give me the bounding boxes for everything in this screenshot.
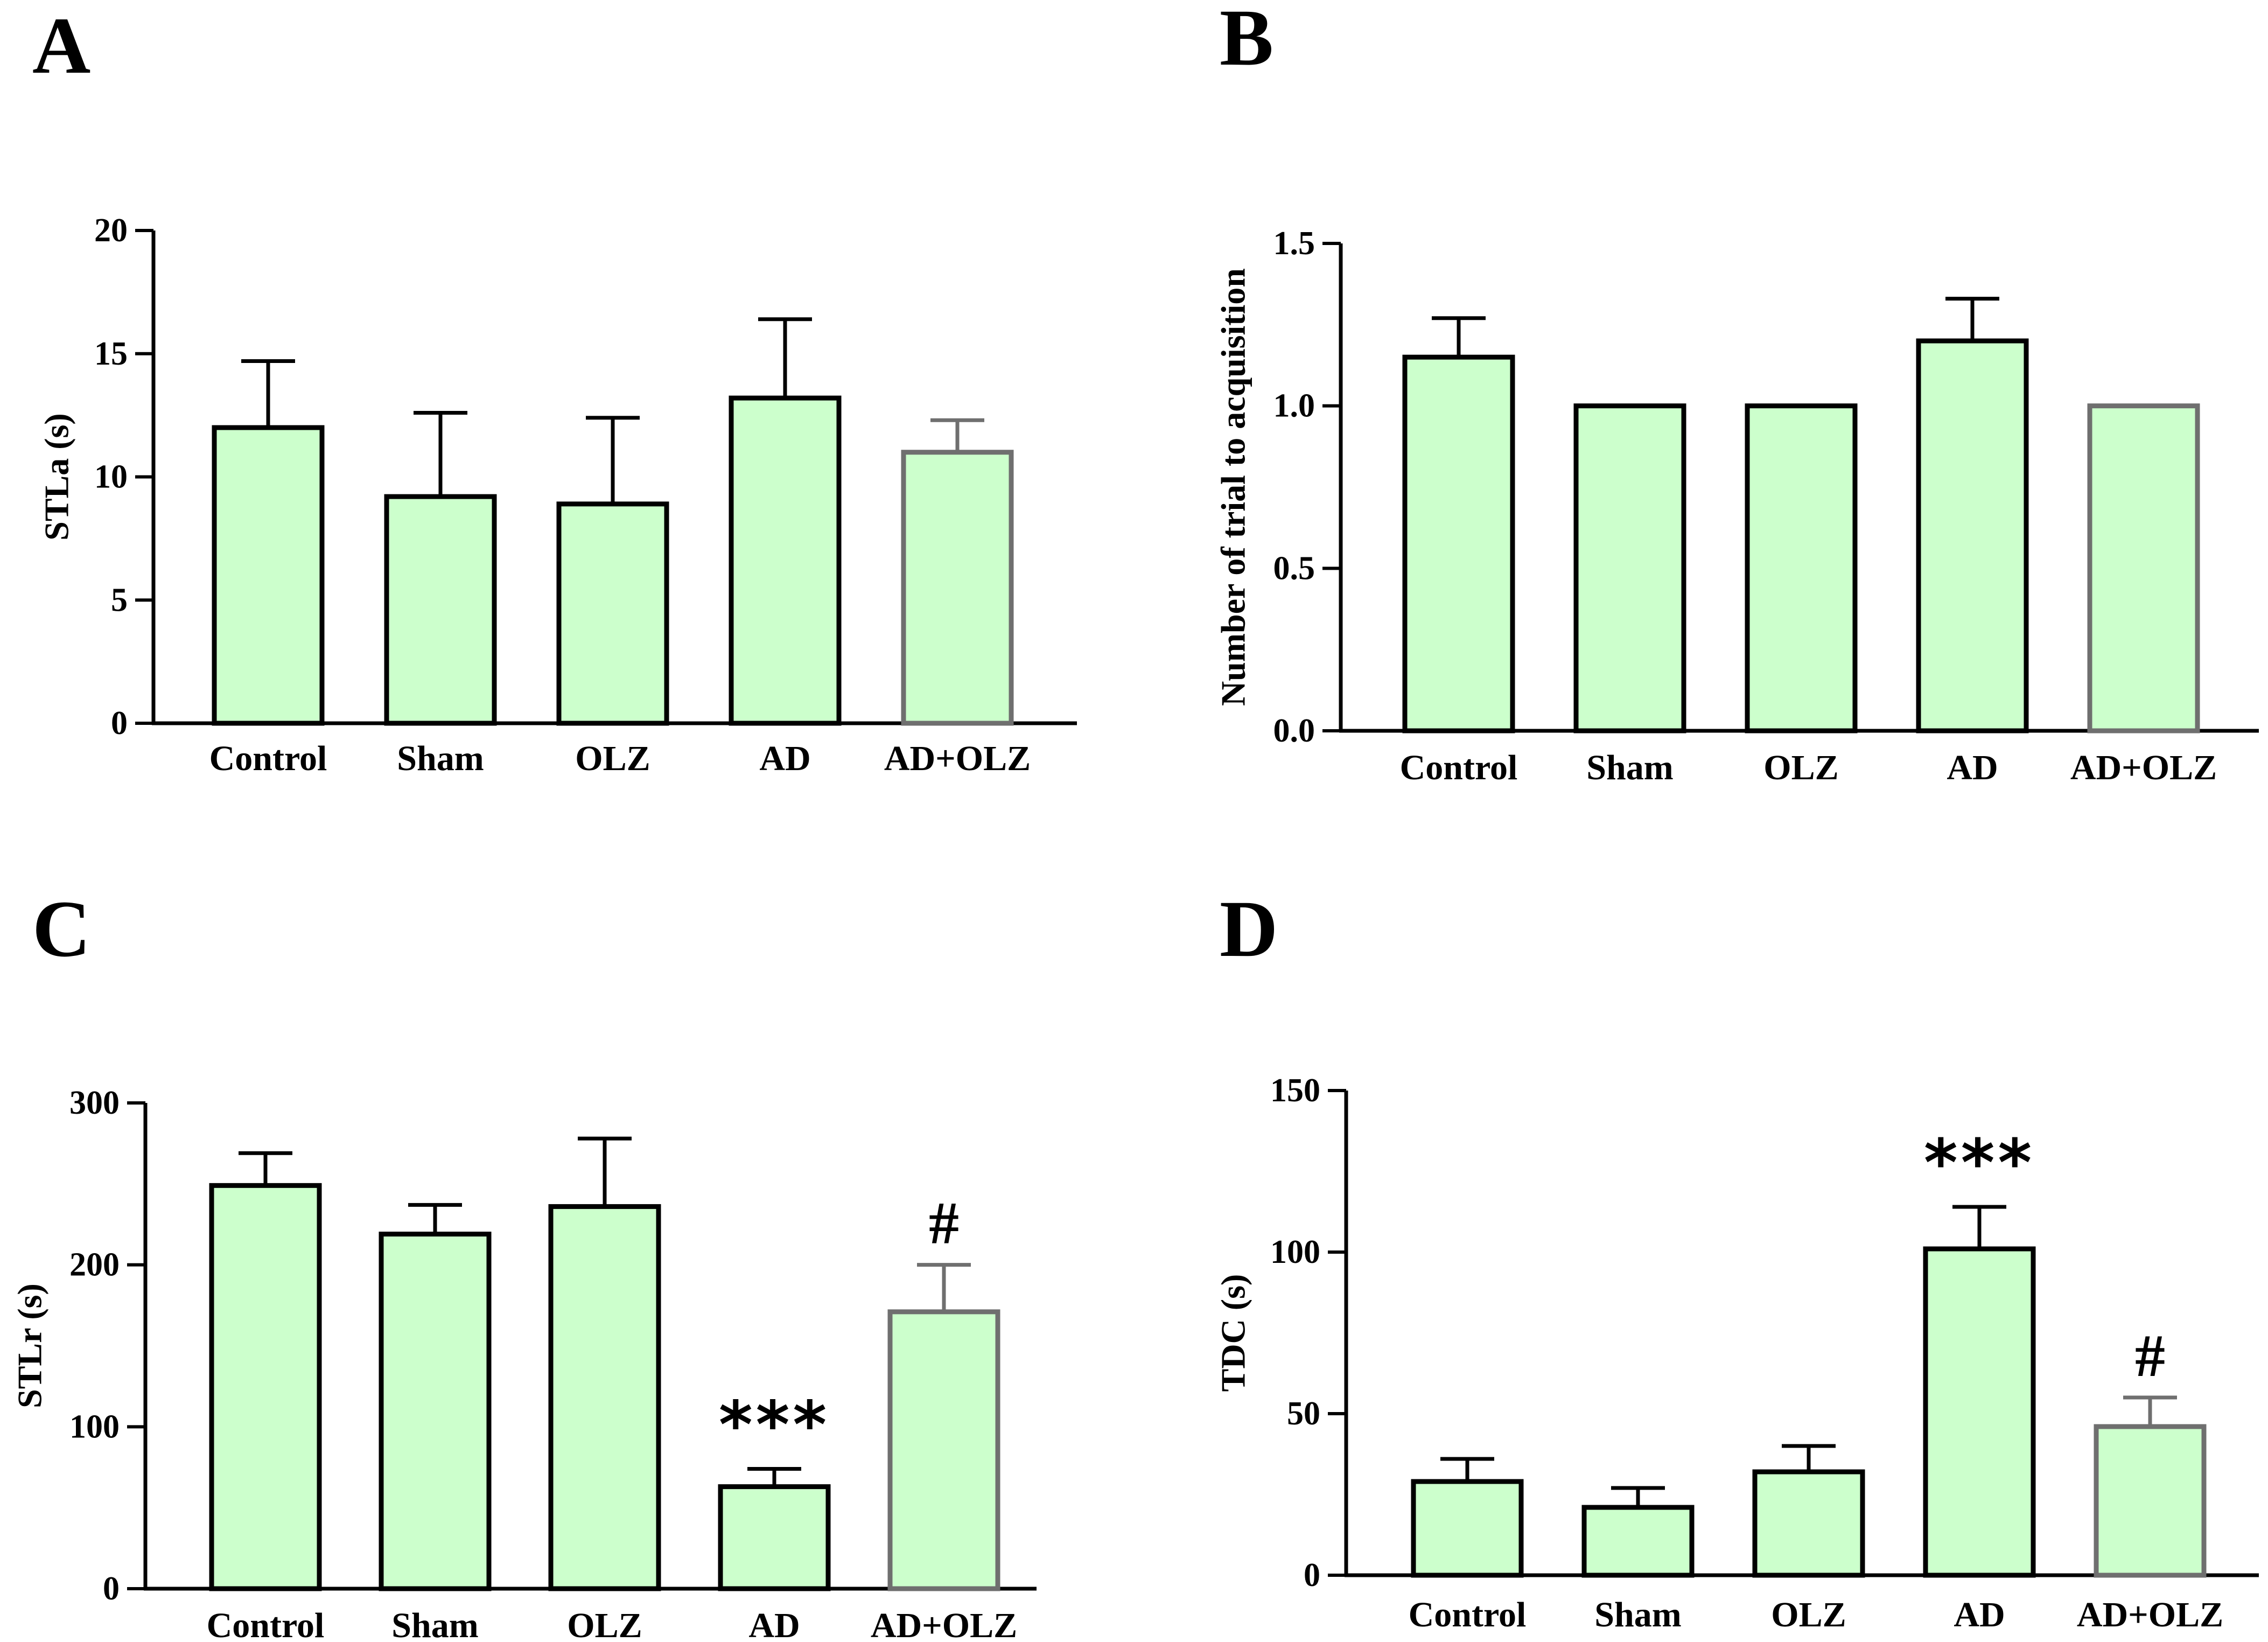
panel-a: A STLa (s) 0 5 10 15 20 Control Sham OLZ AD AD+OLZ bbox=[32, 1, 1077, 778]
category-label: AD+OLZ bbox=[2077, 1595, 2223, 1634]
category-label: AD bbox=[1947, 748, 1998, 787]
y-tick-label: 15 bbox=[94, 336, 128, 372]
significance-mark: *** bbox=[1924, 1126, 2035, 1201]
category-label: OLZ bbox=[567, 1606, 642, 1642]
bar-control bbox=[212, 425, 325, 726]
category-label: AD+OLZ bbox=[884, 739, 1031, 778]
category-label: AD+OLZ bbox=[2070, 748, 2217, 787]
category-label: Control bbox=[207, 1606, 325, 1642]
category-label: AD bbox=[1954, 1595, 2005, 1634]
y-tick-label: 1.0 bbox=[1273, 388, 1315, 424]
category-label: OLZ bbox=[575, 739, 650, 778]
bar-olz bbox=[1752, 1469, 1865, 1578]
y-tick-label: 5 bbox=[111, 582, 128, 618]
bar-olz bbox=[548, 1204, 661, 1591]
y-tick-label: 100 bbox=[1270, 1234, 1320, 1270]
bar-control bbox=[209, 1183, 322, 1591]
panel-c: C STLr (s) 0 100 200 300 Control Sham OLZ AD *** AD… bbox=[11, 884, 1037, 1642]
category-label: Control bbox=[1409, 1595, 1527, 1634]
bar-control bbox=[1402, 354, 1515, 733]
panel-letter: C bbox=[32, 884, 90, 974]
y-tick-label: 150 bbox=[1270, 1072, 1320, 1109]
y-tick-label: 0 bbox=[111, 705, 128, 742]
bar-ad-plus-olz bbox=[2087, 403, 2200, 733]
y-tick-label: 20 bbox=[94, 212, 128, 249]
category-label: AD bbox=[748, 1606, 800, 1642]
y-axis-title: TDC (s) bbox=[1214, 1274, 1252, 1392]
panel-b: B Number of trial to acquisition 0.0 0.5 1.0… bbox=[1214, 0, 2259, 787]
panel-letter: B bbox=[1220, 0, 1273, 82]
category-label: Control bbox=[1400, 748, 1518, 787]
bar-sham bbox=[1573, 403, 1686, 733]
bar-ad-plus-olz bbox=[901, 450, 1014, 726]
bar-sham bbox=[379, 1232, 492, 1591]
y-tick-label: 300 bbox=[69, 1085, 120, 1121]
bar-ad bbox=[1916, 338, 2029, 733]
category-label: Sham bbox=[1586, 748, 1673, 787]
bar-ad bbox=[1923, 1246, 2036, 1578]
y-tick-label: 0 bbox=[103, 1570, 120, 1607]
bar-ad-plus-olz bbox=[2094, 1424, 2207, 1578]
y-tick-label: 50 bbox=[1287, 1395, 1320, 1432]
panel-letter: A bbox=[32, 1, 90, 90]
y-tick-label: 200 bbox=[69, 1247, 120, 1283]
category-label: OLZ bbox=[1771, 1595, 1846, 1634]
panel-d: D TDC (s) 0 50 100 150 Control Sham OLZ AD *** AD+O… bbox=[1214, 884, 2259, 1634]
significance-mark: # bbox=[929, 1190, 959, 1257]
category-label: AD+OLZ bbox=[871, 1606, 1017, 1642]
bar-sham bbox=[1581, 1505, 1695, 1578]
category-label: Control bbox=[209, 739, 327, 778]
y-tick-label: 0.0 bbox=[1273, 712, 1315, 749]
panel-letter: D bbox=[1220, 884, 1278, 974]
bar-ad-plus-olz bbox=[887, 1309, 1000, 1591]
category-label: Sham bbox=[1594, 1595, 1681, 1634]
bar-control bbox=[1411, 1479, 1524, 1578]
bar-sham bbox=[384, 494, 497, 726]
y-tick-label: 10 bbox=[94, 459, 128, 495]
category-label: AD bbox=[759, 739, 810, 778]
bar-ad bbox=[729, 395, 842, 726]
y-tick-label: 0 bbox=[1304, 1557, 1320, 1594]
y-axis-title: Number of trial to acquisition bbox=[1214, 268, 1252, 706]
significance-mark: *** bbox=[719, 1388, 830, 1463]
bar-olz bbox=[556, 501, 669, 726]
bar-ad bbox=[718, 1484, 831, 1591]
category-label: Sham bbox=[391, 1606, 478, 1642]
y-tick-label: 100 bbox=[69, 1408, 120, 1445]
y-axis-title: STLr (s) bbox=[11, 1283, 49, 1408]
significance-mark: # bbox=[2135, 1323, 2165, 1389]
bar-olz bbox=[1745, 403, 1858, 733]
category-label: Sham bbox=[397, 739, 484, 778]
y-tick-label: 1.5 bbox=[1273, 225, 1315, 262]
category-label: OLZ bbox=[1763, 748, 1838, 787]
y-axis-title: STLa (s) bbox=[38, 413, 76, 541]
y-tick-label: 0.5 bbox=[1273, 550, 1315, 586]
